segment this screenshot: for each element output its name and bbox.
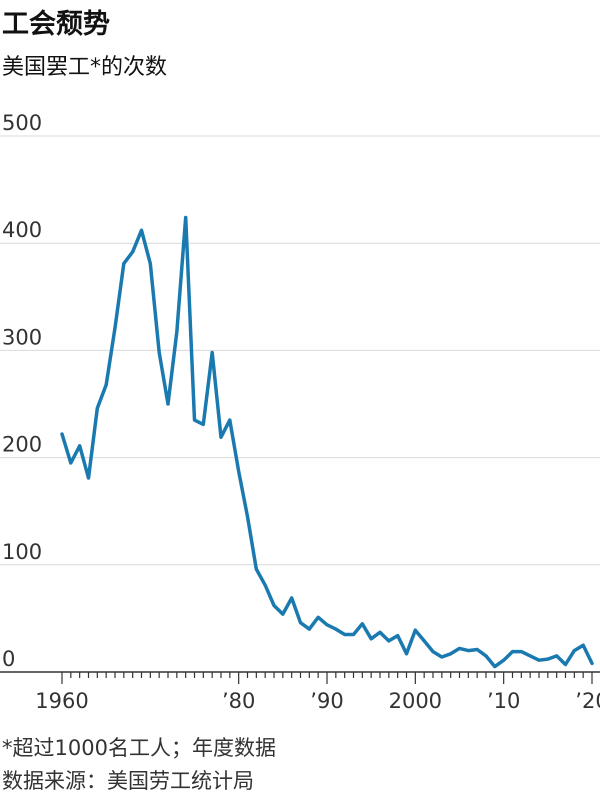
data-point-1988 xyxy=(308,628,311,631)
data-point-1961 xyxy=(69,461,72,464)
data-point-1971 xyxy=(158,351,161,354)
data-point-1992 xyxy=(343,633,346,636)
data-point-2018 xyxy=(573,649,576,652)
x-tick-label-2010: ’10 xyxy=(487,689,520,713)
data-point-1993 xyxy=(352,633,355,636)
strikes-series-line xyxy=(60,215,594,669)
data-point-1978 xyxy=(219,436,222,439)
data-point-2001 xyxy=(423,639,426,642)
data-point-1966 xyxy=(113,326,116,329)
data-point-1974 xyxy=(184,216,187,219)
data-point-1985 xyxy=(281,613,284,616)
source-note: 数据来源：美国劳工统计局 xyxy=(2,769,254,793)
data-point-1996 xyxy=(378,631,381,634)
data-point-1995 xyxy=(370,637,373,640)
data-point-1984 xyxy=(272,604,275,607)
data-point-1982 xyxy=(255,567,258,570)
y-tick-label-100: 100 xyxy=(2,540,42,564)
data-point-1970 xyxy=(149,262,152,265)
data-point-1960 xyxy=(60,432,63,435)
data-point-1983 xyxy=(264,584,267,587)
data-point-1973 xyxy=(175,331,178,334)
x-tick-label-2000: 2000 xyxy=(389,689,442,713)
y-tick-label-300: 300 xyxy=(2,325,42,349)
data-point-1977 xyxy=(211,351,214,354)
data-point-2004 xyxy=(449,652,452,655)
data-point-2011 xyxy=(511,650,514,653)
data-point-2013 xyxy=(529,654,532,657)
x-tick-label-2020: ’20 xyxy=(575,689,600,713)
data-point-1990 xyxy=(325,623,328,626)
data-point-1991 xyxy=(334,628,337,631)
chart-subtitle: 美国罢工*的次数 xyxy=(2,55,168,80)
data-point-2010 xyxy=(502,659,505,662)
data-point-2019 xyxy=(582,644,585,647)
data-point-2015 xyxy=(546,658,549,661)
y-tick-label-400: 400 xyxy=(2,218,42,242)
data-point-1987 xyxy=(299,621,302,624)
data-point-2005 xyxy=(458,647,461,650)
data-point-1964 xyxy=(96,407,99,410)
x-tick-label-1990: ’90 xyxy=(310,689,343,713)
chart-title: 工会颓势 xyxy=(2,9,110,40)
data-point-2012 xyxy=(520,650,523,653)
data-point-1999 xyxy=(405,652,408,655)
y-tick-label-500: 500 xyxy=(2,111,42,135)
y-tick-label-0: 0 xyxy=(2,647,15,671)
footnote: *超过1000名工人；年度数据 xyxy=(2,736,276,760)
data-point-2008 xyxy=(484,654,487,657)
data-point-2017 xyxy=(564,663,567,666)
data-point-1972 xyxy=(166,402,169,405)
data-point-1969 xyxy=(140,229,143,232)
data-point-1965 xyxy=(105,383,108,386)
data-point-2000 xyxy=(414,629,417,632)
data-point-2007 xyxy=(476,648,479,651)
data-point-2009 xyxy=(493,665,496,668)
data-point-2006 xyxy=(467,649,470,652)
data-point-2016 xyxy=(555,654,558,657)
data-point-1998 xyxy=(396,634,399,637)
line-chart: 0 100 200 300 400 500 1960 ’80 ’90 2000 ’10 ’20 xyxy=(0,111,600,713)
data-point-1994 xyxy=(361,622,364,625)
x-tick-label-1960: 1960 xyxy=(35,689,88,713)
data-point-1979 xyxy=(228,418,231,421)
data-point-1967 xyxy=(122,262,125,265)
y-tick-label-200: 200 xyxy=(2,433,42,457)
data-point-1968 xyxy=(131,250,134,253)
data-point-2014 xyxy=(537,659,540,662)
data-point-1962 xyxy=(78,444,81,447)
x-tick-label-1980: ’80 xyxy=(222,689,255,713)
data-point-2003 xyxy=(440,655,443,658)
data-point-1963 xyxy=(87,476,90,479)
data-point-2020 xyxy=(590,662,593,665)
data-point-1976 xyxy=(202,423,205,426)
data-point-1986 xyxy=(290,596,293,599)
data-point-1997 xyxy=(387,639,390,642)
data-point-2002 xyxy=(431,650,434,653)
data-point-1975 xyxy=(193,418,196,421)
data-point-1989 xyxy=(317,616,320,619)
data-point-1981 xyxy=(246,515,249,518)
data-point-1980 xyxy=(237,470,240,473)
